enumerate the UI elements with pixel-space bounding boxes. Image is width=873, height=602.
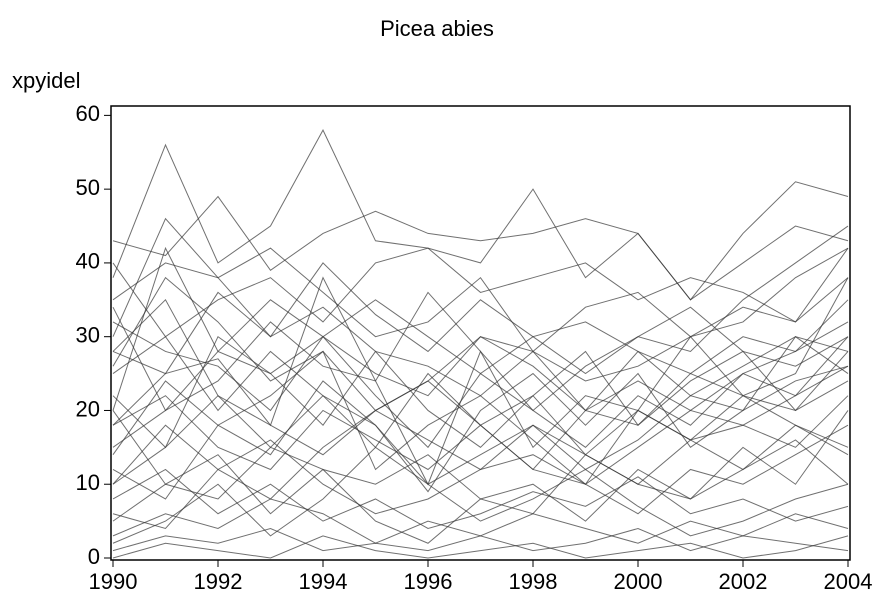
x-tick-label: 1992 <box>194 569 243 594</box>
x-tick-label: 1990 <box>89 569 138 594</box>
series-line <box>112 276 849 486</box>
series-line <box>112 335 849 449</box>
series-line <box>112 299 849 412</box>
x-tick-label: 2002 <box>719 569 768 594</box>
series-line <box>112 424 849 530</box>
series-line <box>112 291 849 412</box>
y-tick-label: 30 <box>76 323 100 348</box>
y-tick-label: 10 <box>76 470 100 495</box>
series-line <box>112 468 849 530</box>
y-tick-label: 0 <box>88 544 100 569</box>
x-tick-label: 1998 <box>509 569 558 594</box>
series-line <box>112 410 849 515</box>
series-line <box>112 247 849 353</box>
series-line <box>112 276 849 412</box>
series-line <box>112 129 849 301</box>
series-line <box>112 217 849 375</box>
x-tick-label: 1996 <box>404 569 453 594</box>
y-tick-label: 60 <box>76 101 100 126</box>
x-tick-label: 2000 <box>614 569 663 594</box>
x-tick-label: 1994 <box>299 569 348 594</box>
series-line <box>112 247 849 397</box>
y-tick-label: 40 <box>76 249 100 274</box>
y-axis-label: xpyidel <box>12 68 80 93</box>
series-line <box>112 527 849 552</box>
series-line <box>112 181 849 301</box>
series-line <box>112 298 849 493</box>
series-line <box>112 380 849 485</box>
series-line <box>112 395 849 471</box>
chart-title: Picea abies <box>380 16 494 41</box>
y-tick-label: 50 <box>76 175 100 200</box>
series-line <box>112 247 849 338</box>
series-line <box>112 410 849 544</box>
series-line <box>112 535 849 559</box>
series-line <box>112 446 849 544</box>
x-tick-label: 2004 <box>824 569 873 594</box>
plot-frame <box>110 105 851 561</box>
y-tick-label: 20 <box>76 396 100 421</box>
series-line <box>112 365 849 485</box>
